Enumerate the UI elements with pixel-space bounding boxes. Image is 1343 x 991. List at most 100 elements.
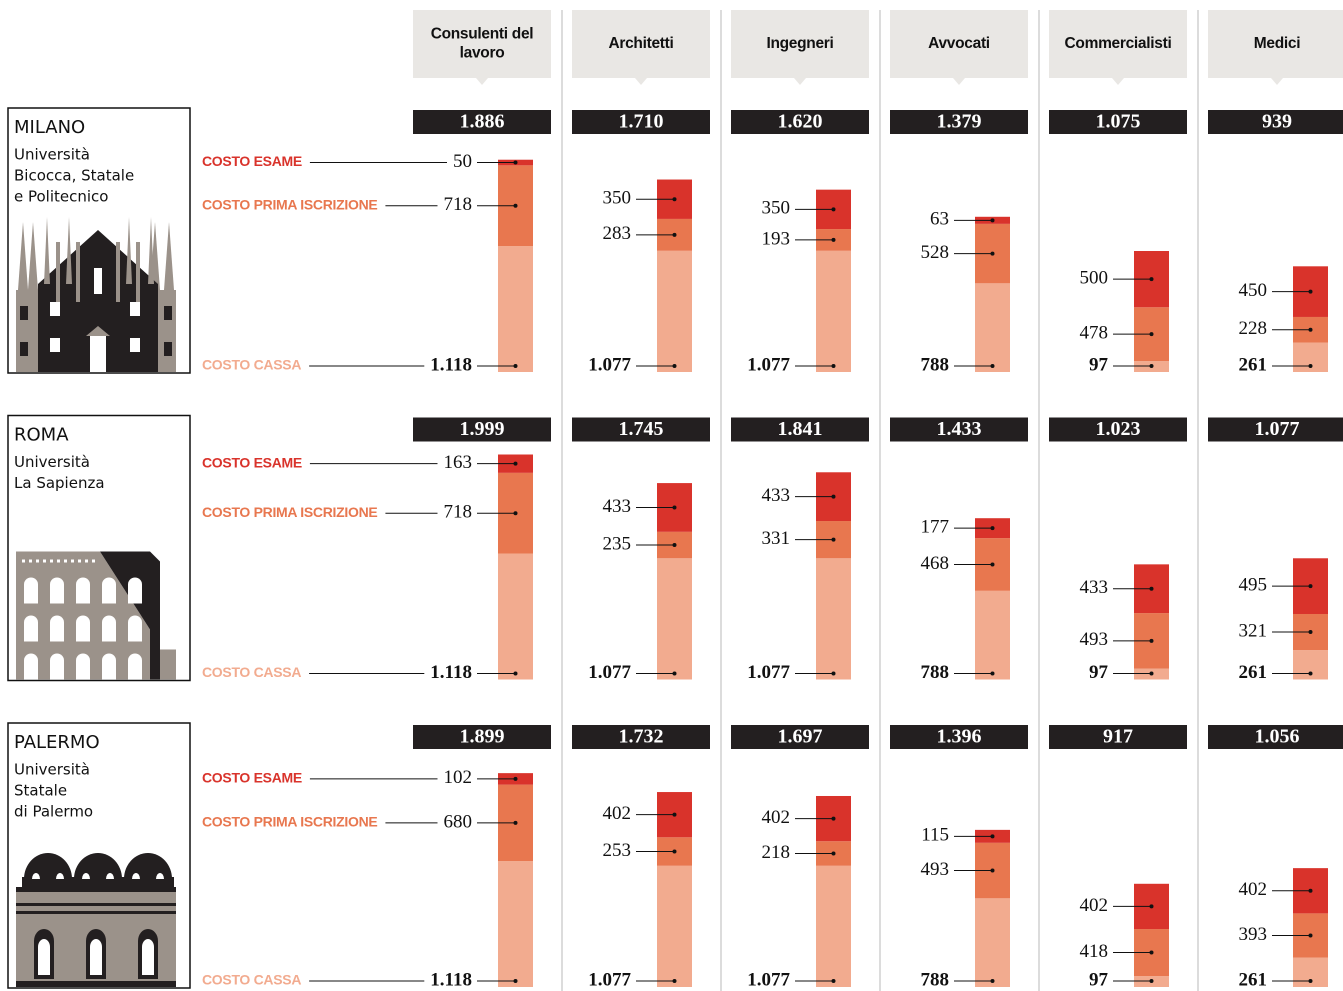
icon — [102, 615, 117, 642]
value-label: 718 — [444, 194, 473, 215]
icon — [16, 887, 176, 892]
total-label: 1.710 — [619, 111, 664, 133]
series-name: COSTO PRIMA ISCRIZIONE — [202, 814, 377, 830]
value-label: 50 — [453, 151, 472, 172]
bar-segment — [498, 246, 533, 372]
leader-dot — [1149, 671, 1154, 676]
icon — [132, 873, 140, 879]
total-label: 1.023 — [1096, 418, 1141, 440]
leader-dot — [513, 364, 518, 368]
leader-dot — [1308, 584, 1313, 589]
total-label: 917 — [1103, 726, 1133, 748]
leader-dot — [672, 979, 677, 983]
leader-dot — [1308, 364, 1313, 368]
total-box — [572, 417, 710, 442]
total-box — [572, 725, 710, 749]
column-header: Ingegneri — [766, 35, 833, 52]
icon — [164, 306, 172, 320]
leader-dot — [1308, 888, 1313, 893]
icon — [38, 939, 50, 975]
leader-dot — [672, 543, 677, 548]
icon — [72, 877, 124, 887]
icon — [50, 577, 64, 604]
total-box — [731, 110, 869, 134]
icon — [94, 268, 102, 294]
icon — [44, 217, 50, 284]
icon — [24, 653, 38, 680]
header-pointer — [476, 78, 488, 85]
value-label: 97 — [1089, 354, 1109, 375]
value-label: 63 — [930, 209, 949, 230]
total-box — [1049, 110, 1187, 134]
leader-dot — [1149, 638, 1154, 643]
value-label: 115 — [921, 825, 949, 846]
total-box — [413, 110, 551, 134]
value-label: 418 — [1080, 941, 1109, 962]
icon — [116, 242, 120, 302]
leader-dot — [1308, 327, 1313, 332]
leader-dot — [1308, 979, 1313, 983]
icon — [76, 242, 80, 302]
city-subtitle: Università — [14, 453, 90, 471]
leader-dot — [990, 364, 995, 368]
leader-dot — [990, 526, 995, 531]
icon — [164, 342, 172, 356]
total-label: 1.056 — [1255, 726, 1300, 748]
total-box — [890, 725, 1028, 749]
icon — [28, 222, 38, 290]
bar-segment — [498, 553, 533, 680]
icon — [74, 853, 122, 879]
bar-segment — [657, 558, 692, 680]
icon — [102, 653, 117, 680]
city-subtitle: Università — [14, 761, 90, 779]
icon — [22, 877, 74, 887]
icon — [124, 853, 172, 879]
icon — [164, 222, 174, 290]
total-label: 1.433 — [937, 418, 982, 440]
value-label: 788 — [921, 662, 950, 683]
bar-segment — [975, 898, 1010, 987]
icon — [156, 873, 164, 879]
total-box — [1208, 417, 1343, 442]
city-subtitle: di Palermo — [14, 803, 93, 821]
series-name: COSTO ESAME — [202, 153, 302, 169]
total-box — [1049, 417, 1187, 442]
header-box — [572, 10, 710, 78]
value-label: 478 — [1080, 323, 1109, 344]
bar-segment — [816, 865, 851, 987]
icon — [130, 302, 140, 316]
total-label: 1.886 — [460, 111, 505, 133]
city-subtitle: La Sapienza — [14, 474, 105, 492]
total-label: 1.841 — [778, 418, 823, 440]
leader-dot — [1308, 289, 1313, 294]
value-label: 402 — [603, 803, 632, 824]
value-label: 718 — [444, 502, 473, 523]
icon — [16, 981, 176, 987]
value-label: 493 — [1080, 629, 1109, 650]
leader-dot — [990, 562, 995, 567]
icon — [56, 242, 60, 302]
total-box — [1049, 725, 1187, 749]
icon — [102, 577, 117, 604]
series-name: COSTO CASSA — [202, 357, 301, 373]
leader-dot — [513, 511, 518, 516]
icon — [90, 939, 102, 975]
header-pointer — [794, 78, 806, 85]
icon — [20, 306, 28, 320]
value-label: 350 — [603, 188, 632, 209]
value-label: 350 — [762, 198, 791, 219]
leader-dot — [1149, 950, 1154, 955]
icon — [148, 217, 154, 284]
icon — [66, 217, 72, 284]
icon — [36, 559, 39, 563]
leader-dot — [831, 207, 836, 212]
icon — [24, 615, 38, 642]
column-header: Commercialisti — [1065, 35, 1172, 52]
total-label: 1.075 — [1096, 111, 1141, 133]
leader-dot — [513, 979, 518, 983]
icon — [85, 559, 88, 563]
value-label: 261 — [1239, 354, 1268, 375]
icon — [71, 559, 74, 563]
bar-segment — [975, 283, 1010, 372]
